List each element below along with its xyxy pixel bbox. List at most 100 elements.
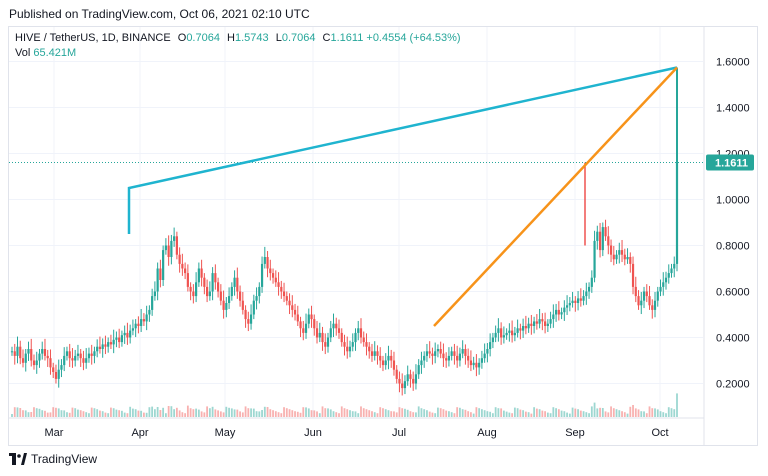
candle-body: [478, 362, 481, 368]
volume-bar: [85, 412, 88, 417]
volume-bar: [324, 408, 327, 417]
volume-bar: [505, 411, 508, 417]
candle-body: [35, 360, 38, 366]
candle-body: [414, 374, 418, 384]
volume-bar: [582, 411, 585, 417]
volume-bar: [585, 412, 588, 417]
volume-bar: [357, 413, 360, 417]
volume-bar: [197, 409, 200, 417]
volume-bar: [566, 412, 568, 417]
candle-body: [189, 286, 192, 292]
candle-body: [151, 296, 154, 310]
candle-body: [186, 273, 189, 287]
candle-body: [508, 330, 511, 333]
candle-body: [618, 250, 621, 255]
volume-bar: [524, 411, 527, 417]
volume-bar: [557, 409, 560, 417]
volume-bar: [486, 411, 489, 417]
candle-body: [27, 349, 30, 354]
candle-body: [214, 273, 217, 283]
volume-bar: [590, 406, 593, 417]
volume-bar: [186, 405, 189, 417]
volume-bar: [90, 407, 93, 417]
candle-body: [219, 291, 222, 301]
candle-body: [579, 298, 582, 301]
candle-body: [52, 367, 55, 372]
volume-bar: [643, 411, 645, 417]
candle-body: [434, 351, 437, 356]
candle-body: [343, 342, 346, 347]
volume-bar: [593, 402, 596, 417]
candles: [10, 67, 679, 396]
candle-body: [406, 374, 409, 382]
price-tick-label: 0.2000: [716, 379, 750, 391]
volume-bar: [442, 409, 445, 417]
candle-body: [120, 335, 124, 343]
candle-body: [159, 268, 162, 280]
candle-body: [527, 323, 530, 329]
candle-body: [447, 355, 451, 361]
volume-bar: [302, 407, 305, 417]
candle-body: [620, 250, 624, 255]
candle-body: [659, 286, 662, 292]
candle-body: [667, 273, 670, 278]
volume-bar: [472, 413, 475, 417]
tradingview-logo[interactable]: TradingView: [9, 452, 97, 466]
volume-bar: [673, 409, 676, 417]
candle-body: [340, 332, 343, 343]
volume-bar: [178, 410, 181, 417]
volume-bar: [316, 411, 318, 417]
candle-body: [318, 332, 321, 338]
candle-body: [255, 296, 258, 301]
candle-body: [104, 344, 107, 347]
volume-bar: [464, 409, 467, 417]
candle-body: [354, 332, 357, 343]
candle-body: [516, 328, 519, 333]
high-label: H: [227, 32, 235, 44]
candle-body: [236, 277, 239, 292]
volume-bar: [519, 409, 522, 417]
candle-body: [225, 303, 228, 310]
volume-bar: [395, 412, 398, 417]
candle-body: [206, 286, 209, 297]
chart-panel[interactable]: [8, 26, 758, 446]
candle-body: [90, 353, 93, 356]
candle-body: [337, 328, 341, 333]
candle-body: [604, 227, 607, 237]
volume-bar: [299, 412, 302, 417]
volume-bar: [612, 408, 615, 417]
candle-body: [489, 342, 492, 349]
volume-bar: [667, 407, 670, 417]
candle-body: [467, 355, 470, 361]
volume-bar: [132, 408, 134, 417]
volume-bar: [272, 410, 274, 417]
candle-body: [560, 312, 563, 315]
candle-body: [118, 337, 121, 343]
price-tick-label: 1.6000: [716, 57, 750, 69]
candle-body: [41, 349, 44, 354]
candle-body: [637, 296, 640, 306]
volume-bar: [35, 408, 38, 417]
volume-bar: [368, 410, 371, 417]
candle-body: [500, 328, 503, 338]
volume-bar: [648, 406, 651, 417]
volume-bar: [431, 412, 434, 417]
time-tick-label: Apr: [131, 427, 148, 439]
volume-bar: [13, 407, 16, 417]
candle-body: [10, 351, 14, 353]
volume-bar: [417, 406, 420, 417]
volume-bar: [437, 407, 439, 417]
candle-body: [184, 268, 187, 274]
volume-bar: [283, 407, 285, 417]
volume-bar: [19, 408, 22, 417]
volume-bar: [579, 410, 582, 417]
candle-body: [563, 307, 566, 313]
volume-bar: [239, 411, 241, 417]
candle-body: [675, 162, 679, 264]
volume-bar: [291, 410, 294, 417]
candle-body: [126, 332, 129, 338]
volume-bar: [230, 408, 233, 417]
volume-bar: [461, 409, 464, 417]
volume-bar: [261, 410, 263, 417]
